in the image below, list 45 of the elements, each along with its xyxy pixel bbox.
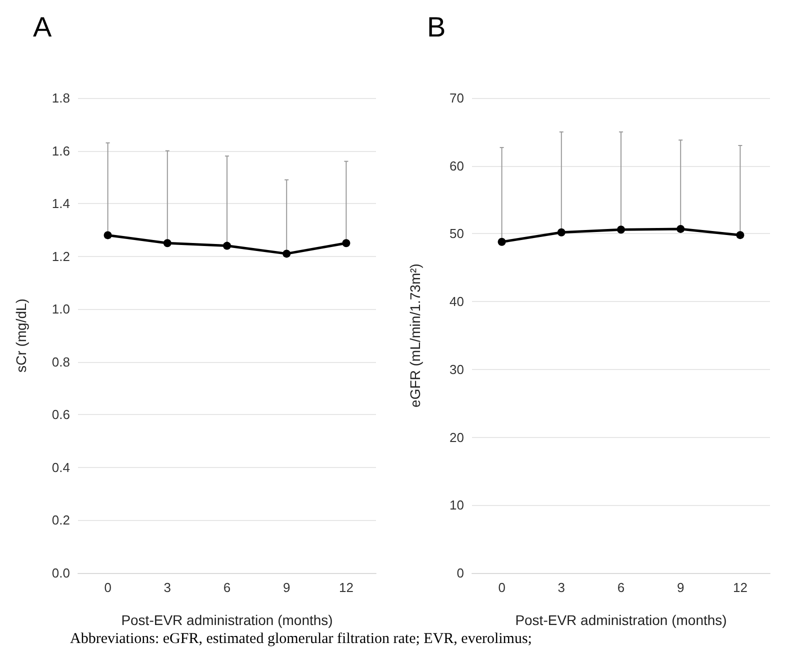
point (736, 231, 744, 240)
x-tick-label: 3 (558, 580, 566, 595)
y-axis-title: eGFR (mL/min/1.73m²) (407, 264, 423, 408)
chart-title: B (427, 12, 446, 42)
x-tick-label: 6 (223, 580, 231, 595)
y-tick-label: 1.6 (52, 143, 70, 158)
y-tick-label: 30 (450, 362, 464, 377)
y-tick-label: 40 (450, 294, 464, 310)
y-tick-label: 50 (450, 226, 464, 242)
point (104, 231, 112, 240)
y-tick-label: 10 (450, 498, 464, 513)
x-tick-label: 6 (617, 580, 625, 595)
y-tick-label: 0.2 (52, 512, 70, 528)
y-tick-label: 0.0 (52, 566, 70, 580)
point (676, 224, 685, 233)
y-tick-label: 20 (450, 430, 464, 445)
text: Abbreviations: eGFR, estimated glomerular filtration rate; EVR, everolimus; (70, 631, 533, 648)
point (163, 239, 172, 248)
y-tick-label: 1.8 (52, 90, 70, 106)
point (617, 226, 625, 234)
point (498, 238, 506, 246)
y-tick-label: 1.2 (52, 248, 70, 264)
y-tick-label: 0 (456, 566, 464, 580)
point (557, 228, 566, 236)
y-tick-label: 70 (450, 90, 464, 106)
y-axis-title: sCr (mg/dL) (13, 298, 29, 372)
chart-title: A (33, 12, 52, 42)
x-tick-label: 12 (732, 580, 748, 595)
x-axis-title: Post-EVR administration (months) (121, 612, 333, 628)
x-tick-label: 3 (164, 580, 172, 595)
x-tick-label: 9 (676, 580, 684, 595)
x-tick-label: 0 (104, 580, 112, 595)
y-tick-label: 1.0 (52, 302, 70, 317)
x-axis-title: Post-EVR administration (months) (515, 612, 727, 628)
point (223, 242, 231, 250)
y-tick-label: 60 (450, 158, 464, 174)
y-tick-label: 0.6 (52, 407, 70, 422)
y-tick-label: 0.4 (52, 460, 70, 475)
x-tick-label: 12 (338, 580, 354, 595)
y-tick-label: 1.4 (52, 196, 70, 212)
x-tick-label: 0 (498, 580, 506, 595)
point (342, 239, 350, 248)
point (282, 250, 291, 258)
x-tick-label: 9 (282, 580, 290, 595)
y-tick-label: 0.8 (52, 354, 70, 370)
